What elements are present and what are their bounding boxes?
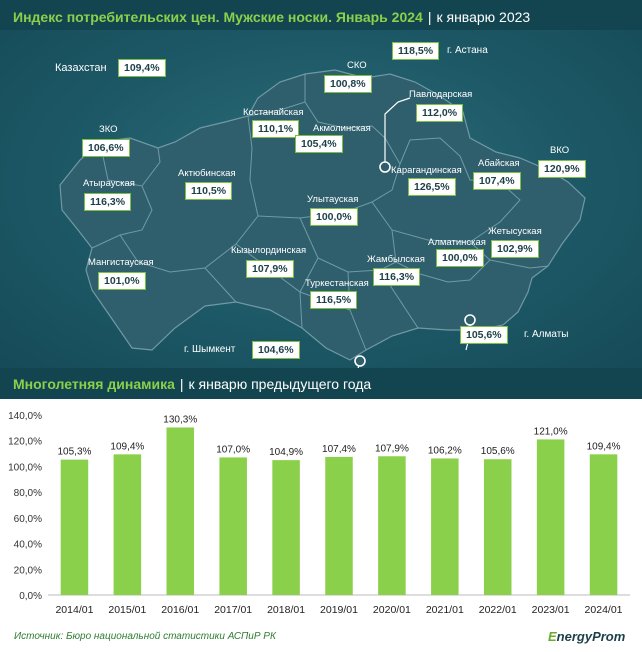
almaty-marker bbox=[464, 314, 476, 326]
karaganda-label: Карагандинская bbox=[391, 165, 462, 176]
sko-label: СКО bbox=[347, 60, 367, 71]
bar-2017/01 bbox=[219, 457, 247, 595]
bar-2024/01 bbox=[589, 454, 618, 595]
x-tick-label: 2020/01 bbox=[373, 604, 411, 616]
almaty-city-label: г. Алматы bbox=[524, 329, 569, 340]
karaganda-value: 126,5% bbox=[408, 178, 456, 196]
turkestan-label: Туркестанская bbox=[305, 278, 369, 289]
kazakhstan-label: Казахстан bbox=[55, 62, 107, 74]
bar-2023/01 bbox=[536, 439, 565, 595]
map-title: Индекс потребительских цен. Мужские носк… bbox=[13, 9, 423, 25]
y-tick-label: 60,0% bbox=[14, 514, 42, 525]
shymkent-marker bbox=[354, 355, 366, 367]
bar-value-label: 130,3% bbox=[163, 414, 197, 425]
bar-2014/01 bbox=[60, 459, 89, 595]
zhambyl-value: 116,3% bbox=[373, 268, 421, 286]
bar-value-label: 107,4% bbox=[322, 444, 356, 455]
x-tick-label: 2022/01 bbox=[479, 604, 517, 616]
pavlodar-label: Павлодарская bbox=[409, 89, 473, 100]
almaty-city-value: 105,6% bbox=[460, 326, 508, 344]
x-tick-label: 2024/01 bbox=[585, 604, 623, 616]
x-tick-label: 2023/01 bbox=[532, 604, 570, 616]
chart-panel: 0,0% 20,0% 40,0% 60,0% 80,0% 100,0% 120,0% 140,… bbox=[0, 399, 642, 652]
map-header: Индекс потребительских цен. Мужские носк… bbox=[0, 2, 642, 32]
abay-value: 107,4% bbox=[473, 172, 521, 190]
bar-2021/01 bbox=[431, 458, 459, 595]
almaty-region-value: 100,0% bbox=[436, 249, 484, 267]
bar-value-label: 105,3% bbox=[57, 447, 91, 458]
zhetysu-label: Жетысуская bbox=[488, 226, 542, 237]
energyprom-logo: EnergyProm bbox=[548, 629, 626, 644]
bar-value-label: 104,9% bbox=[269, 447, 303, 458]
pavlodar-value: 112,0% bbox=[416, 104, 464, 122]
bar-value-label: 106,2% bbox=[428, 445, 462, 456]
bar-value-label: 107,9% bbox=[375, 443, 409, 454]
kostanay-label: Костанайская bbox=[243, 107, 304, 118]
sko-value: 100,8% bbox=[324, 75, 372, 93]
ulytau-value: 100,0% bbox=[310, 208, 358, 226]
atyrau-value: 116,3% bbox=[84, 193, 132, 211]
shymkent-label: г. Шымкент bbox=[184, 344, 236, 355]
x-tick-label: 2016/01 bbox=[161, 604, 199, 616]
x-tick-label: 2014/01 bbox=[55, 604, 93, 616]
zko-label: ЗКО bbox=[99, 124, 118, 135]
astana-value: 118,5% bbox=[392, 42, 440, 60]
abay-label: Абайская bbox=[478, 158, 520, 169]
y-tick-label: 40,0% bbox=[14, 540, 42, 551]
bar-2015/01 bbox=[113, 454, 142, 595]
y-tick-label: 100,0% bbox=[8, 462, 42, 473]
map-panel: Казахстан 109,4% ЗКО 106,6% Атырауская 1… bbox=[0, 30, 642, 368]
vko-value: 120,9% bbox=[538, 160, 586, 178]
akmola-label: Акмолинская bbox=[313, 123, 371, 134]
bar-value-label: 107,0% bbox=[216, 444, 250, 455]
chart-subtitle: к январю предыдущего года bbox=[188, 376, 372, 392]
y-tick-label: 80,0% bbox=[14, 488, 42, 499]
shymkent-value: 104,6% bbox=[252, 341, 300, 359]
astana-marker bbox=[379, 161, 391, 173]
mangistau-value: 101,0% bbox=[98, 272, 146, 290]
vko-label: ВКО bbox=[550, 145, 570, 156]
aktobe-label: Актюбинская bbox=[178, 168, 236, 179]
bar-value-label: 105,6% bbox=[481, 446, 515, 457]
y-tick-label: 0,0% bbox=[19, 591, 42, 602]
bar-2016/01 bbox=[166, 427, 195, 595]
header-separator: | bbox=[427, 9, 432, 25]
ulytau-label: Улытауская bbox=[307, 194, 359, 205]
x-tick-label: 2017/01 bbox=[214, 604, 252, 616]
chart-header: Многолетняя динамика | к январю предыдущ… bbox=[0, 369, 642, 399]
bar-2020/01 bbox=[378, 456, 406, 595]
mangistau-label: Мангистауская bbox=[88, 257, 154, 268]
kostanay-value: 110,1% bbox=[252, 120, 300, 138]
x-tick-label: 2019/01 bbox=[320, 604, 358, 616]
bar-value-label: 109,4% bbox=[110, 441, 144, 452]
atyrau-label: Атырауская bbox=[83, 178, 135, 189]
almaty-region-label: Алматинская bbox=[428, 237, 486, 248]
bar-2018/01 bbox=[272, 460, 300, 595]
aktobe-value: 110,5% bbox=[185, 182, 233, 200]
bar-value-label: 121,0% bbox=[534, 426, 568, 437]
y-tick-label: 20,0% bbox=[14, 565, 42, 576]
y-tick-label: 140,0% bbox=[8, 411, 42, 422]
bar-chart: 0,0% 20,0% 40,0% 60,0% 80,0% 100,0% 120,0% 140,… bbox=[8, 411, 630, 616]
akmola-value: 105,4% bbox=[295, 135, 343, 153]
bar-2022/01 bbox=[483, 459, 512, 595]
bar-2019/01 bbox=[325, 456, 353, 595]
kyzylorda-label: Кызылординская bbox=[231, 245, 307, 256]
turkestan-value: 116,5% bbox=[310, 291, 358, 309]
zhambyl-label: Жамбылская bbox=[367, 254, 425, 265]
map-subtitle: к январю 2023 bbox=[436, 9, 531, 25]
y-tick-label: 120,0% bbox=[8, 437, 42, 448]
source-note: Источник: Бюро национальной статистики А… bbox=[14, 631, 276, 642]
kazakhstan-value: 109,4% bbox=[118, 59, 166, 77]
kyzylorda-value: 107,9% bbox=[246, 260, 294, 278]
zko-value: 106,6% bbox=[82, 139, 130, 157]
x-tick-label: 2018/01 bbox=[267, 604, 305, 616]
chart-title: Многолетняя динамика bbox=[13, 376, 175, 392]
x-tick-label: 2021/01 bbox=[426, 604, 464, 616]
astana-label: г. Астана bbox=[447, 45, 488, 56]
bar-value-label: 109,4% bbox=[587, 441, 621, 452]
x-tick-label: 2015/01 bbox=[108, 604, 146, 616]
zhetysu-value: 102,9% bbox=[491, 240, 539, 258]
header-separator: | bbox=[179, 376, 184, 392]
